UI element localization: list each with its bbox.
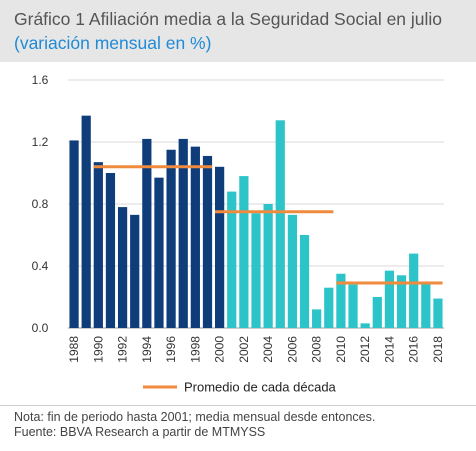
x-tick-label: 2010 xyxy=(334,336,348,363)
x-tick-label: 2008 xyxy=(310,336,324,363)
bar-2007 xyxy=(299,235,310,328)
bar-1993 xyxy=(130,214,140,328)
bar-1994 xyxy=(142,138,152,328)
y-tick-label: 0.8 xyxy=(32,197,49,211)
bar-1999 xyxy=(202,155,213,328)
bar-2006 xyxy=(287,214,297,328)
bar-1996 xyxy=(166,149,176,328)
x-tick-label: 1996 xyxy=(164,336,178,363)
bar-1990 xyxy=(93,162,103,328)
footnote: Nota: fin de periodo hasta 2001; media m… xyxy=(14,410,376,424)
bar-2018 xyxy=(433,298,443,328)
bar-2010 xyxy=(336,273,346,328)
bar-2013 xyxy=(372,297,382,328)
bar-2009 xyxy=(324,287,334,328)
x-tick-label: 2012 xyxy=(358,336,372,363)
bar-1991 xyxy=(105,173,116,328)
bar-2003 xyxy=(251,213,261,328)
chart-header: Gráfico 1 Afiliación media a la Segurida… xyxy=(0,0,476,62)
bar-2000 xyxy=(215,166,225,328)
x-tick-label: 2002 xyxy=(237,336,251,363)
x-tick-label: 1990 xyxy=(91,336,105,363)
bar-2016 xyxy=(409,253,419,328)
x-tick-label: 1992 xyxy=(116,336,130,363)
bar-2015 xyxy=(396,275,407,328)
x-tick-label: 1988 xyxy=(67,336,81,363)
y-tick-label: 0.0 xyxy=(32,321,49,335)
y-tick-label: 0.4 xyxy=(32,259,49,273)
bar-2004 xyxy=(263,204,273,328)
source-note: Fuente: BBVA Research a partir de MTMYSS xyxy=(14,425,266,439)
bar-2008 xyxy=(312,309,322,328)
x-tick-label: 2016 xyxy=(407,336,421,363)
bar-chart: 0.0 0.4 0.8 1.2 1.6 1988 1990 1992 1994 1996 1998 2… xyxy=(32,73,445,395)
bar-2014 xyxy=(384,270,395,328)
x-tick-label: 2018 xyxy=(431,336,445,363)
bar-2002 xyxy=(239,176,249,328)
divider xyxy=(0,405,476,406)
x-tick-label: 2014 xyxy=(382,336,396,363)
bar-2001 xyxy=(227,191,237,328)
bar-1988 xyxy=(69,140,79,328)
bar-1989 xyxy=(81,115,91,329)
legend-label: Promedio de cada década xyxy=(184,380,337,395)
bar-1995 xyxy=(154,177,164,328)
chart-title: Gráfico 1 Afiliación media a la Segurida… xyxy=(14,9,443,29)
y-tick-label: 1.6 xyxy=(32,73,49,87)
bar-2011 xyxy=(348,284,358,328)
bar-1998 xyxy=(190,146,200,328)
bar-2005 xyxy=(275,120,285,328)
x-tick-label: 2006 xyxy=(285,336,299,363)
x-tick-label: 2000 xyxy=(213,336,227,363)
bar-1992 xyxy=(117,207,128,328)
chart-subtitle: (variación mensual en %) xyxy=(14,33,212,53)
bar-2017 xyxy=(421,281,431,328)
x-tick-label: 1998 xyxy=(188,336,202,363)
x-tick-label: 1994 xyxy=(140,336,154,363)
bar-2012 xyxy=(360,323,370,328)
bar-1997 xyxy=(178,138,188,328)
x-tick-label: 2004 xyxy=(261,336,275,363)
y-tick-label: 1.2 xyxy=(32,135,49,149)
